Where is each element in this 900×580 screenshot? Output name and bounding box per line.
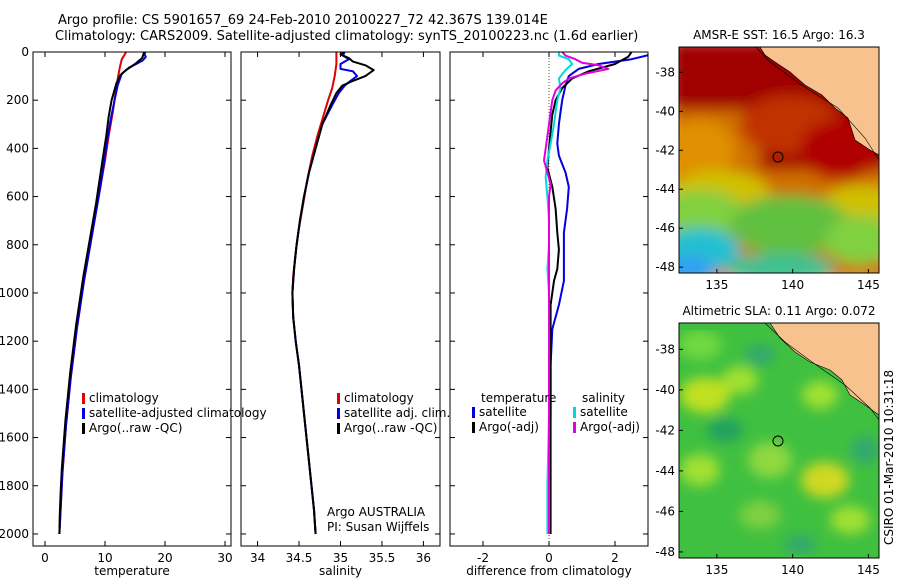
- temp-xtick-label: 30: [217, 551, 232, 565]
- depth-tick-label: 0: [21, 45, 29, 59]
- temp-xtick-label: 10: [97, 551, 112, 565]
- sal-xtick-label: 36: [416, 551, 431, 565]
- sal-xtick-label: 35.5: [369, 551, 396, 565]
- figure-title-line-1: Argo profile: CS 5901657_69 24-Feb-2010 …: [58, 13, 548, 28]
- diff-legend-item-label: satellite: [479, 405, 527, 419]
- sal-series-2: [291, 52, 375, 535]
- diff-legend-item-swatch: [573, 422, 576, 433]
- depth-tick-label: 200: [6, 93, 29, 107]
- sal-axes-frame: [240, 51, 441, 547]
- depth-tick-label: 1000: [0, 286, 29, 300]
- sst-argo-marker: [772, 151, 784, 163]
- sst-xtick-label: 140: [781, 278, 804, 292]
- sal-series-1: [291, 52, 359, 535]
- depth-tick-label: 1400: [0, 382, 29, 396]
- sst-map: [678, 46, 880, 274]
- sst-map-title: AMSR-E SST: 16.5 Argo: 16.3: [693, 28, 865, 42]
- diff-legend: temperaturesatelliteArgo(-adj)salinitysa…: [472, 391, 640, 434]
- sal-xtick-label: 35: [333, 551, 348, 565]
- sst-ytick-label: -42: [655, 143, 675, 157]
- temp-series-2: [58, 52, 145, 535]
- sst-xtick-label: 135: [705, 278, 728, 292]
- depth-tick-label: 1800: [0, 479, 29, 493]
- diff-legend-item-swatch: [472, 407, 475, 418]
- sla-ytick-label: -42: [655, 423, 675, 437]
- sal-xtick-label: 34: [250, 551, 265, 565]
- sla-map: [678, 322, 880, 559]
- profile-plots: 0 10 20 30temperature0200400600800100012001…: [0, 45, 649, 578]
- sla-ytick-label: -46: [655, 504, 675, 518]
- diff-legend-header-temperature: temperature: [481, 391, 556, 405]
- sst-ytick-label: -48: [655, 260, 675, 274]
- sal-xtick-label: 34.5: [286, 551, 313, 565]
- temp-legend-item-label: Argo(..raw -QC): [89, 421, 182, 435]
- sal-legend-item-label: Argo(..raw -QC): [344, 421, 437, 435]
- sla-land: [769, 323, 879, 416]
- profile-panel-temp: 0 10 20 30 temperature 0 200 400 600 800 1000 1200 1…: [0, 45, 233, 578]
- depth-tick-label: 1200: [0, 334, 29, 348]
- sla-xtick-label: 135: [705, 563, 728, 577]
- sal-legend-item-swatch: [337, 393, 340, 404]
- credit-text: CSIRO 01-Mar-2010 10:31:18: [882, 370, 896, 545]
- sla-ytick-label: -48: [655, 545, 675, 559]
- sal-legend-item-label: satellite adj. clim.: [344, 406, 450, 420]
- temp-xlabel: temperature: [94, 564, 169, 578]
- sal-legend-item-swatch: [337, 423, 340, 434]
- sla-ytick-label: -38: [655, 342, 675, 356]
- temp-axes-frame: [32, 51, 232, 547]
- diff-series-3: [543, 52, 610, 534]
- sal-legend-item-label: climatology: [344, 391, 414, 405]
- temp-xtick-label: 0: [41, 551, 49, 565]
- depth-tick-label: 800: [6, 238, 29, 252]
- sla-ytick-label: -44: [655, 464, 675, 478]
- diff-legend-item-label: Argo(-adj): [479, 420, 539, 434]
- profile-panel-sal: 34 34.5 35 35.5 36 salinity: [240, 51, 441, 578]
- sal-series-0: [291, 52, 338, 535]
- diff-legend-item-swatch: [472, 422, 475, 433]
- diff-xtick-label: 0: [545, 551, 553, 565]
- temp-series-1: [58, 52, 147, 535]
- diff-legend-item-label: satellite: [580, 405, 628, 419]
- temp-xtick-label: 20: [157, 551, 172, 565]
- diff-series-0: [548, 54, 648, 535]
- figure-title-line-2: Climatology: CARS2009. Satellite-adjuste…: [55, 29, 639, 44]
- sla-xtick-label: 140: [781, 563, 804, 577]
- depth-tick-label: 1600: [0, 431, 29, 445]
- diff-legend-item-swatch: [573, 407, 576, 418]
- temp-legend-item-swatch: [82, 423, 85, 434]
- sst-ytick-label: -46: [655, 221, 675, 235]
- temp-legend-item-swatch: [82, 408, 85, 419]
- sla-xtick-label: 145: [857, 563, 880, 577]
- sst-ytick-label: -40: [655, 104, 675, 118]
- sst-ytick-label: -38: [655, 65, 675, 79]
- sal-legend-item-swatch: [337, 408, 340, 419]
- depth-tick-label: 400: [6, 141, 29, 155]
- diff-legend-header-salinity: salinity: [582, 391, 625, 405]
- diff-xlabel: difference from climatology: [466, 564, 632, 578]
- sst-xtick-label: 145: [857, 278, 880, 292]
- sal-xlabel: salinity: [319, 564, 362, 578]
- sal-annotation-line-2: PI: Susan Wijffels: [327, 520, 429, 534]
- sla-argo-marker: [772, 435, 784, 447]
- depth-tick-label: 600: [6, 190, 29, 204]
- sst-land: [759, 47, 879, 156]
- diff-xtick-label: -2: [477, 551, 489, 565]
- diff-series-1: [546, 52, 633, 534]
- diff-xtick-label: 2: [611, 551, 619, 565]
- sal-annotation-line-1: Argo AUSTRALIA: [327, 505, 426, 519]
- temp-legend-item-swatch: [82, 393, 85, 404]
- depth-tick-label: 2000: [0, 527, 29, 541]
- temp-legend-item-label: satellite-adjusted climatology: [89, 406, 267, 420]
- diff-legend-item-label: Argo(-adj): [580, 420, 640, 434]
- sla-ytick-label: -40: [655, 383, 675, 397]
- sst-ytick-label: -44: [655, 182, 675, 196]
- temp-legend-item-label: climatology: [89, 391, 159, 405]
- sla-map-title: Altimetric SLA: 0.11 Argo: 0.072: [682, 304, 875, 318]
- temp-series-0: [58, 52, 127, 535]
